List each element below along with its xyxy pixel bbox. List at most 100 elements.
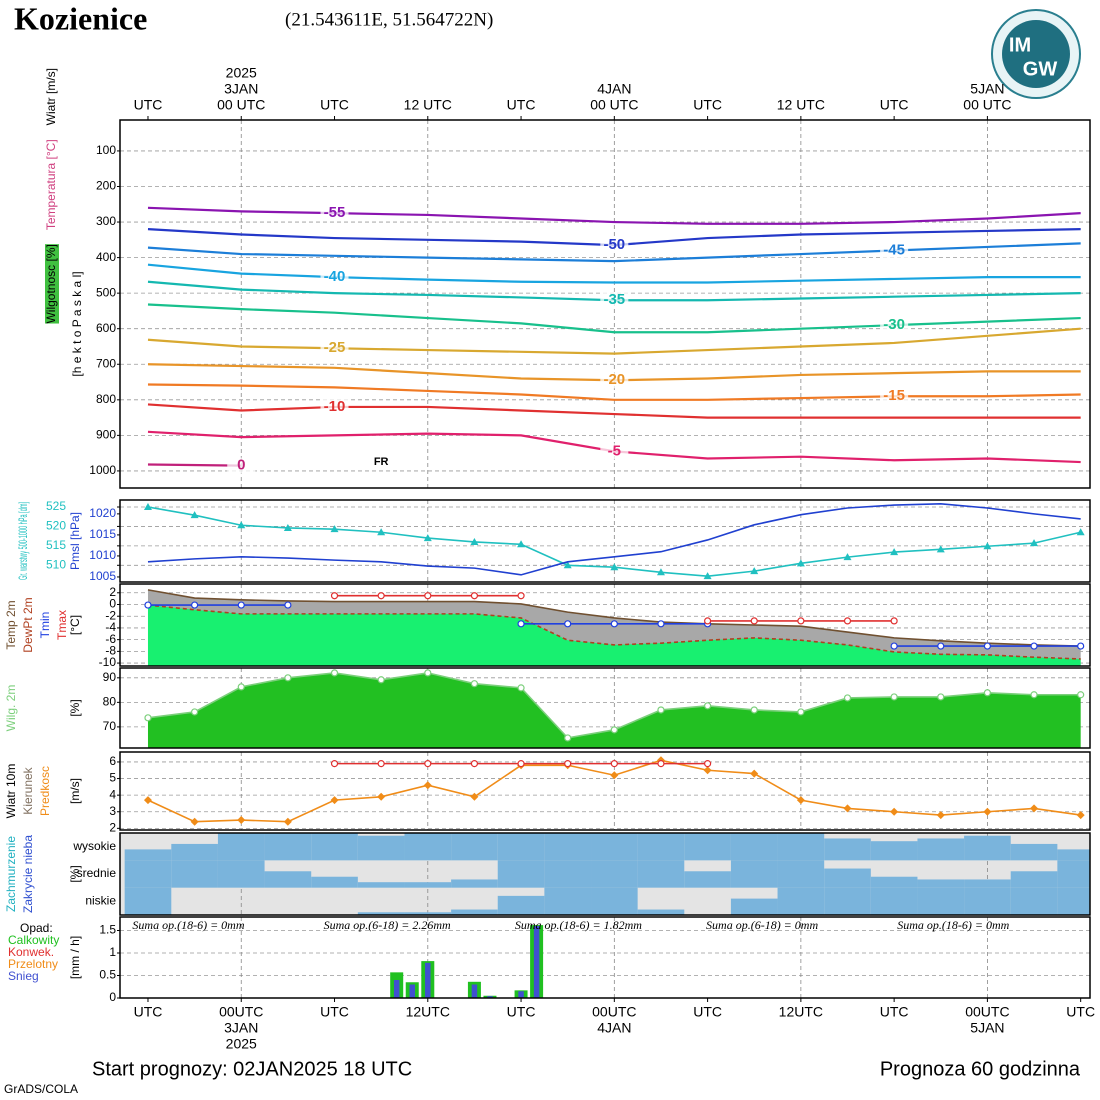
side-label-bg (45, 244, 59, 324)
cloud-level-label: srednie (77, 866, 117, 880)
station-coords: (21.543611E, 51.564722N) (285, 9, 493, 30)
series-line (147, 604, 1081, 660)
y-tick-label: 100 (96, 143, 116, 157)
marker (610, 620, 618, 628)
x-date-label: 4JAN (597, 1020, 631, 1036)
side-label: DewPt 2m (21, 597, 35, 652)
cloud-bar (684, 871, 731, 888)
isotherm (147, 327, 1081, 355)
cloud-bar (1010, 871, 1058, 888)
x-tick-label: 00 UTC (217, 97, 265, 113)
marker (330, 796, 339, 805)
marker (610, 771, 619, 780)
marker (517, 760, 525, 768)
isotherm (147, 463, 242, 467)
isotherm-label-bg (880, 242, 909, 259)
y-tick-label: 6 (109, 754, 116, 768)
legend-label: Konwek. (8, 945, 54, 959)
x-tick-label: UTC (880, 1004, 909, 1020)
precip-bar (471, 984, 478, 998)
marker (796, 559, 805, 567)
marker (890, 642, 898, 650)
y-axis-label: [h e k t o P a s k a l] (70, 271, 84, 376)
y-tick-label: -6 (105, 632, 116, 646)
x-tick-label: 00 UTC (590, 97, 638, 113)
cloud-bar (1010, 843, 1058, 861)
x-year-label: 2025 (226, 1036, 257, 1052)
panel (120, 752, 1090, 830)
marker (797, 617, 805, 625)
cloud-bar (497, 895, 545, 915)
isotherm-label: -35 (603, 291, 625, 308)
marker (424, 669, 432, 677)
y-tick-label: 515 (46, 538, 66, 552)
y-tick-label: -4 (105, 620, 116, 634)
y-tick-label: 510 (46, 557, 66, 571)
y-tick-label: -2 (105, 608, 116, 622)
y-tick-label: 900 (96, 428, 116, 442)
panel (120, 500, 1090, 582)
side-label: Tmax (55, 610, 69, 640)
y2-tick-label: 1005 (89, 569, 116, 583)
marker (144, 714, 152, 722)
marker (330, 525, 339, 533)
y-tick-label: 80 (103, 695, 117, 709)
cloud-bar (1057, 887, 1090, 915)
x-tick-label: 12UTC (406, 1004, 450, 1020)
marker (703, 572, 712, 580)
side-label: Predkosc (38, 766, 52, 816)
side-label: Kierunek (21, 766, 35, 814)
y-tick-label: 5 (109, 771, 116, 785)
cloud-bar (637, 860, 685, 888)
y-tick-label: 1000 (89, 463, 116, 477)
marker (191, 708, 199, 716)
cloud-bar (917, 838, 965, 861)
y-tick-label: 3 (109, 804, 116, 818)
x-date-label: 4JAN (597, 81, 631, 97)
x-tick-label: 12UTC (779, 1004, 823, 1020)
x-tick-label: UTC (507, 97, 536, 113)
precip-bar (409, 984, 415, 998)
side-label: Wiatr [m/s] (44, 68, 58, 125)
marker (750, 567, 759, 575)
panel-frame (119, 916, 1091, 999)
legend-label: Opad: (20, 921, 53, 935)
isotherm-label-bg (880, 317, 909, 334)
cloud-bar (1057, 860, 1090, 888)
marker (937, 642, 945, 650)
marker (750, 706, 758, 714)
cloud-bar (917, 879, 965, 888)
cloud-bar (171, 843, 218, 861)
marker (937, 693, 945, 701)
marker (470, 792, 479, 801)
isotherm-label-bg (880, 388, 909, 405)
x-tick-label: 12 UTC (777, 97, 825, 113)
precip-sum: Suma op.(18-6) = 0mm (897, 918, 1009, 932)
isotherm-label-bg (320, 398, 349, 415)
marker (284, 674, 292, 682)
y-tick-label: 520 (46, 519, 66, 533)
marker (983, 642, 992, 650)
isotherm-label-bg (320, 340, 349, 357)
isotherm-label-bg (320, 269, 349, 286)
marker (703, 760, 712, 768)
marker (424, 592, 432, 600)
marker (517, 592, 525, 600)
marker (936, 545, 945, 553)
y-tick-label: 0 (109, 597, 116, 611)
cloud-bar (730, 833, 778, 861)
marker (1030, 804, 1039, 813)
marker (610, 760, 618, 768)
precip-bar (487, 996, 493, 998)
cloud-bar (591, 860, 638, 888)
x-tick-label: UTC (134, 1004, 163, 1020)
marker (936, 811, 945, 820)
marker (517, 540, 526, 548)
marker (470, 592, 479, 600)
cloud-bar (1010, 887, 1058, 915)
isotherm-label: -45 (883, 241, 905, 258)
marker (237, 601, 245, 609)
x-date-label: 3JAN (224, 1020, 258, 1036)
cloud-bar (311, 833, 358, 861)
precip-sum: Suma op.(18-6) = 1.82mm (515, 918, 642, 932)
